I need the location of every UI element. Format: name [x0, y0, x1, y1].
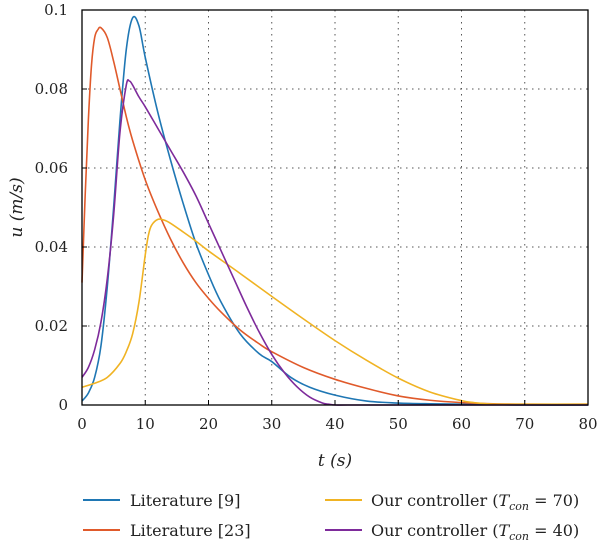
legend: Literature [9] Literature [23] Our contr… [83, 491, 579, 543]
legend-entry-our-controller-40: Our controller (Tcon = 40) [325, 521, 579, 543]
tick-layer: 0 10 20 30 40 50 60 70 80 0 0.02 0.04 0.06 0.08 0.1 [35, 1, 598, 433]
x-tick-label: 50 [389, 415, 408, 433]
y-tick-label: 0.06 [35, 159, 68, 177]
x-tick-label: 10 [136, 415, 155, 433]
legend-entry-literature-23: Literature [23] [83, 521, 251, 540]
grid-layer [82, 10, 588, 405]
x-tick-label: 60 [452, 415, 471, 433]
legend-label-literature-23: Literature [23] [130, 521, 251, 540]
legend-label-our-controller-40: Our controller (Tcon = 40) [371, 521, 579, 543]
y-axis-label: u (m/s) [7, 177, 27, 237]
legend-label-our-controller-70: Our controller (Tcon = 70) [371, 491, 579, 513]
y-tick-label: 0.02 [35, 317, 68, 335]
x-tick-label: 80 [578, 415, 597, 433]
legend-entry-our-controller-70: Our controller (Tcon = 70) [325, 491, 579, 513]
x-tick-label: 40 [325, 415, 344, 433]
y-tick-label: 0.08 [35, 80, 68, 98]
legend-entry-literature-9: Literature [9] [83, 491, 240, 510]
series-line-literature-23 [81, 26, 589, 406]
legend-label-literature-9: Literature [9] [130, 491, 240, 510]
y-tick-label: 0.1 [44, 1, 68, 19]
x-tick-label: 30 [262, 415, 281, 433]
y-tick-label: 0.04 [35, 238, 68, 256]
y-tick-label: 0 [58, 396, 68, 414]
x-tick-label: 70 [515, 415, 534, 433]
x-tick-label: 20 [199, 415, 218, 433]
x-tick-label: 0 [77, 415, 87, 433]
x-axis-label: t (s) [318, 451, 352, 471]
series-line-our-controller-40 [81, 79, 588, 406]
plot-frame [81, 9, 589, 406]
series-line-our-controller-70 [81, 218, 588, 406]
